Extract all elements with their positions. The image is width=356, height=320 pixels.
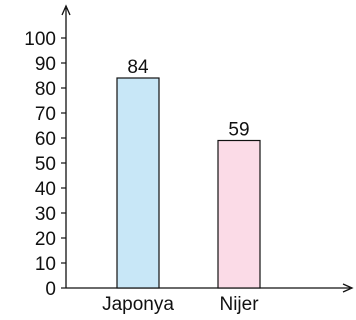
x-axis-arrow	[342, 283, 354, 293]
y-axis-arrow	[61, 4, 71, 16]
y-tick-label: 50	[35, 154, 56, 175]
bar-nijer	[217, 139, 261, 289]
y-tick-label: 0	[45, 279, 56, 300]
category-label: Japonya	[102, 294, 174, 315]
y-tick-label: 30	[35, 204, 56, 225]
y-tick-label: 40	[35, 179, 56, 200]
value-label: 59	[228, 120, 249, 141]
y-tick-label: 100	[24, 29, 56, 50]
category-label: Nijer	[219, 294, 259, 315]
y-tick-label: 20	[35, 229, 56, 250]
category-labels: Japonya Nijer	[102, 294, 259, 315]
value-label: 84	[127, 57, 149, 78]
y-tick-label: 80	[35, 79, 56, 100]
y-tick-label: 60	[35, 129, 56, 150]
y-tick-label: 70	[35, 104, 56, 125]
axes	[61, 4, 354, 293]
y-tick-label: 10	[35, 254, 56, 275]
value-labels: 84 59	[127, 57, 249, 141]
bars	[116, 77, 261, 289]
y-tick-label: 90	[35, 54, 56, 75]
y-ticks: 0 10 20 30 40 50 60 70 80 90 100	[24, 29, 66, 300]
bar-japonya	[116, 77, 160, 289]
